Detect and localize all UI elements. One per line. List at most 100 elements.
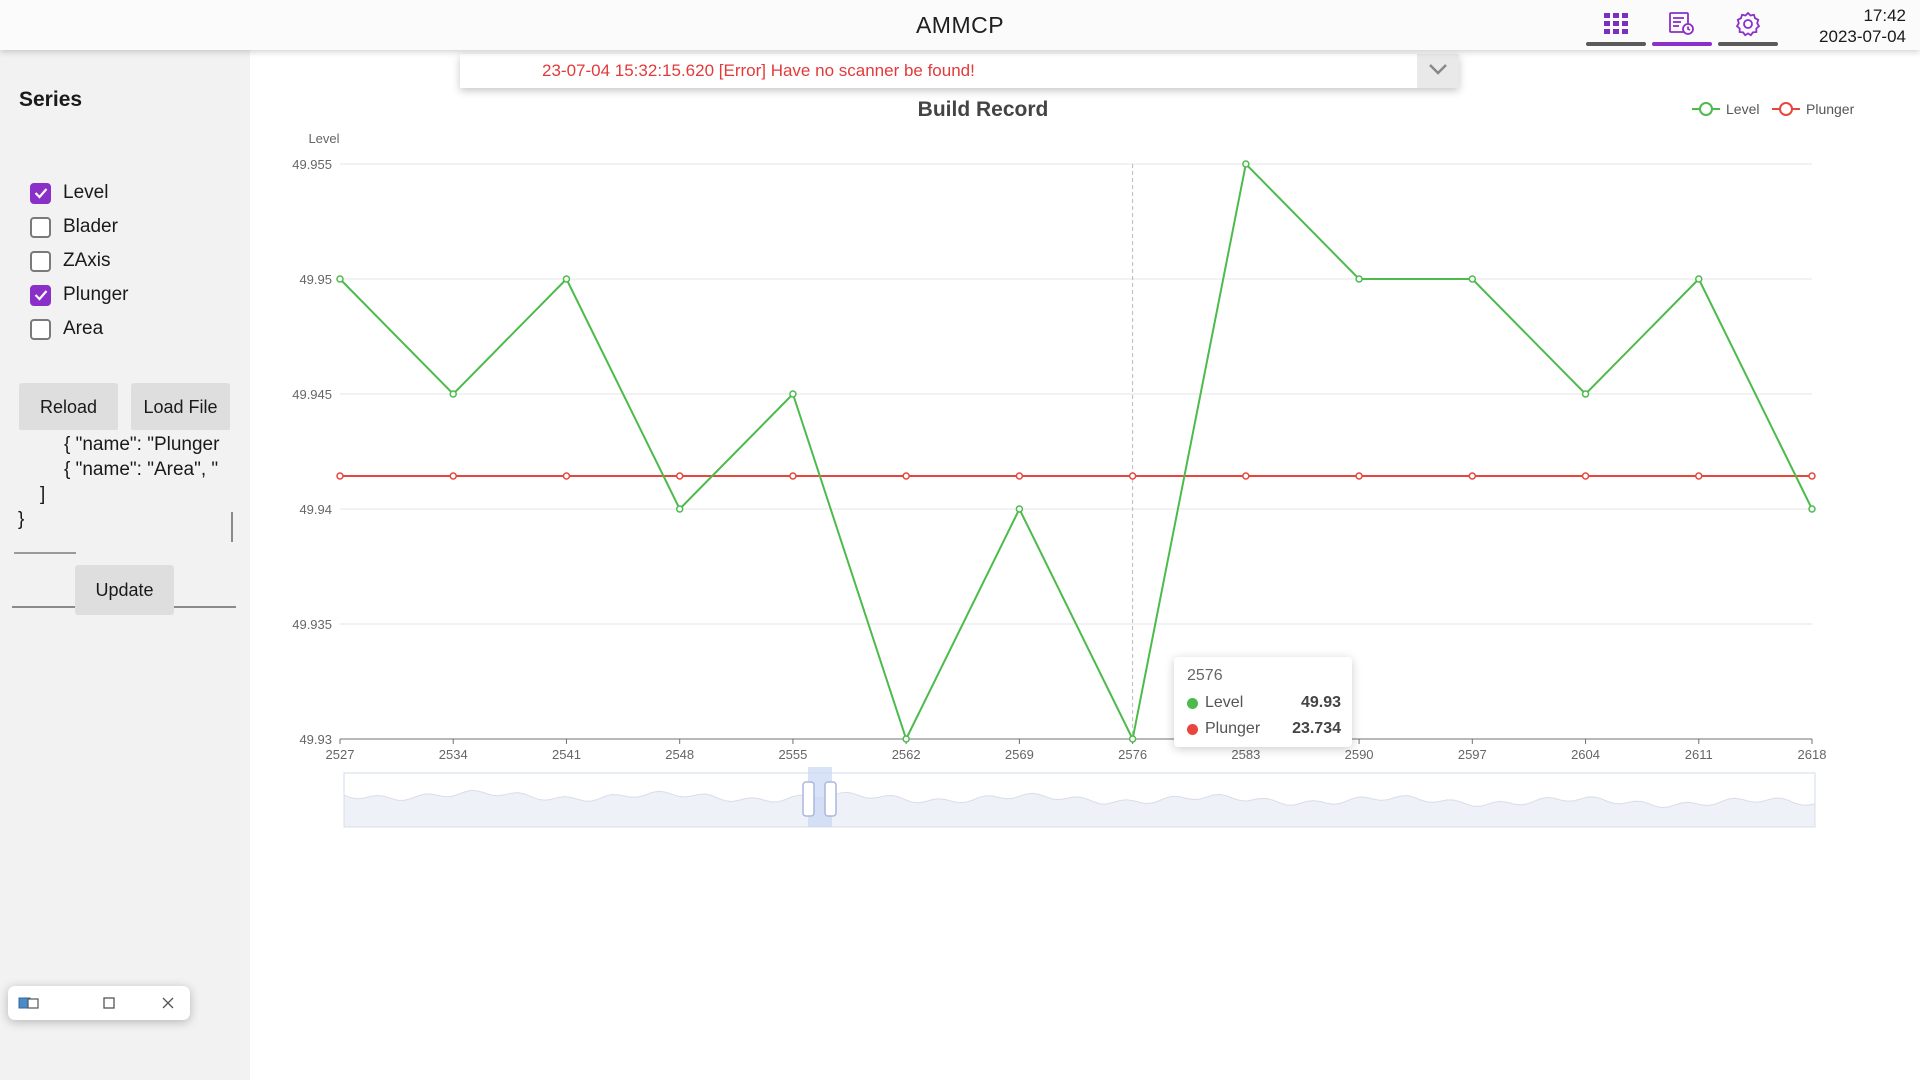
checkbox-label: Area <box>63 318 104 339</box>
y-tick-label: 49.945 <box>292 387 332 402</box>
level-point <box>675 505 684 513</box>
level-point <box>449 390 457 398</box>
plunger-point <box>675 472 684 480</box>
chart-tooltip: 2576 Level 49.93 Plunger 23.734 <box>1174 657 1352 747</box>
update-button[interactable]: Update <box>75 565 174 615</box>
tooltip-series-name: Level <box>1205 694 1244 711</box>
nav-dashboard-button[interactable] <box>1586 6 1646 46</box>
plunger-point <box>1468 472 1477 480</box>
tooltip-x-value: 2576 <box>1187 667 1223 684</box>
plunger-dot <box>1187 723 1198 735</box>
checkbox-label: ZAxis <box>63 250 111 271</box>
plunger-point <box>336 472 344 480</box>
level-point <box>562 275 571 283</box>
checkbox-box[interactable] <box>30 216 51 238</box>
close-icon[interactable] <box>157 992 179 1014</box>
json-line: { "name": "Plunger <box>64 434 220 455</box>
checkbox-label: Blader <box>63 216 118 237</box>
level-point <box>1808 505 1816 513</box>
x-tick-label: 2590 <box>1345 747 1374 762</box>
y-axis-label: Level <box>308 131 339 146</box>
level-series-line <box>339 161 1813 743</box>
plunger-point <box>902 472 910 480</box>
x-tick-label: 2618 <box>1798 747 1827 762</box>
plunger-point <box>1242 472 1250 480</box>
plunger-point <box>1695 472 1703 480</box>
json-line: { "name": "Area", " <box>64 459 219 480</box>
level-point <box>336 275 344 283</box>
error-message: 23-07-04 15:32:15.620 [Error] Have no sc… <box>542 61 975 80</box>
zoom-handle-left <box>802 781 815 817</box>
plunger-point <box>562 472 571 480</box>
clock-date: 2023-07-04 <box>1819 27 1906 46</box>
mini-window-controls <box>8 986 190 1020</box>
level-point <box>1128 735 1137 743</box>
tooltip-series-value: 49.93 <box>1300 694 1341 711</box>
check-icon <box>34 290 47 301</box>
app-title: AMMCP <box>915 12 1005 38</box>
nav-underline <box>1718 42 1778 46</box>
x-tick-label: 2583 <box>1231 747 1260 762</box>
clock-time: 17:42 <box>1863 6 1906 25</box>
error-banner: 23-07-04 15:32:15.620 [Error] Have no sc… <box>460 54 1459 88</box>
y-tick-label: 49.95 <box>299 272 332 287</box>
series-checkbox-area[interactable]: Area <box>30 316 103 342</box>
nav-underline <box>1652 42 1712 46</box>
x-tick-label: 2611 <box>1685 747 1713 762</box>
level-point <box>1468 275 1477 283</box>
chart-title: Build Record <box>917 98 1049 121</box>
reload-button[interactable]: Reload <box>19 383 118 431</box>
load-file-button[interactable]: Load File <box>131 383 230 431</box>
x-tick-label: 2527 <box>326 747 355 762</box>
maximize-icon[interactable] <box>98 992 120 1014</box>
nav-records-button[interactable] <box>1652 6 1712 46</box>
series-checkbox-zaxis[interactable]: ZAxis <box>30 248 111 274</box>
checkbox-label: Plunger <box>63 284 129 305</box>
settings-icon <box>1734 10 1762 43</box>
x-tick-label: 2576 <box>1118 747 1147 762</box>
zoom-handle-right <box>824 781 837 817</box>
tooltip-row-level: Level 49.93 <box>1187 692 1341 714</box>
zoom-slider-track <box>343 772 1816 828</box>
level-dot <box>1187 697 1198 709</box>
zoom-slider-window <box>808 767 832 827</box>
json-editor[interactable]: { "name": "Plunger { "name": "Area", " ]… <box>12 430 236 608</box>
nav-settings-button[interactable] <box>1718 6 1778 46</box>
records-icon <box>1668 11 1696 42</box>
restore-icon[interactable] <box>18 992 40 1014</box>
checkbox-box[interactable] <box>30 182 51 204</box>
top-bar: AMMCP <box>0 0 1920 50</box>
zoom-slider-preview <box>343 789 1816 828</box>
plunger-point <box>789 472 797 480</box>
grid-icon <box>1603 12 1629 41</box>
tooltip-series-value: 23.734 <box>1292 720 1341 737</box>
level-point <box>1242 160 1250 168</box>
level-point <box>1015 505 1024 513</box>
series-checkbox-plunger[interactable]: Plunger <box>30 282 129 308</box>
nav-underline <box>1586 42 1646 46</box>
tooltip-series-name: Plunger <box>1205 720 1261 737</box>
y-tick-label: 49.955 <box>292 157 332 172</box>
x-tick-label: 2541 <box>552 747 581 762</box>
json-vertical-scrollbar[interactable] <box>231 512 233 542</box>
checkbox-box[interactable] <box>30 318 51 340</box>
y-tick-label: 49.93 <box>299 732 332 747</box>
chevron-down-icon <box>1428 62 1448 80</box>
plunger-point <box>1128 472 1137 480</box>
y-tick-label: 49.935 <box>292 617 332 632</box>
series-checkbox-blader[interactable]: Blader <box>30 214 118 240</box>
checkbox-label: Level <box>63 182 109 203</box>
json-line: } <box>18 509 25 530</box>
json-horizontal-scrollbar[interactable] <box>14 552 76 554</box>
plunger-point <box>1808 472 1816 480</box>
tooltip-row-plunger: Plunger 23.734 <box>1187 718 1341 740</box>
level-point <box>902 735 910 743</box>
x-tick-label: 2569 <box>1005 747 1034 762</box>
x-tick-label: 2548 <box>665 747 694 762</box>
x-tick-label: 2555 <box>778 747 807 762</box>
level-point <box>1581 390 1590 398</box>
error-expand-button[interactable] <box>1417 54 1459 88</box>
series-checkbox-level[interactable]: Level <box>30 180 108 206</box>
checkbox-box[interactable] <box>30 250 51 272</box>
checkbox-box[interactable] <box>30 284 51 306</box>
